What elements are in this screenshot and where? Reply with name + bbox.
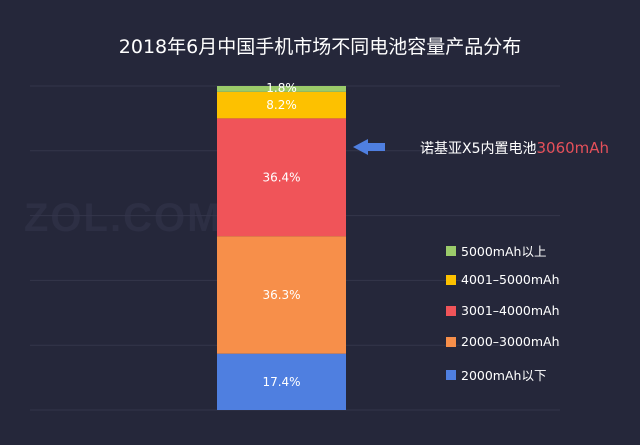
legend-item: 2000mAh以下: [446, 365, 546, 384]
legend-item: 4001–5000mAh: [446, 272, 560, 287]
legend-item: 5000mAh以上: [446, 241, 546, 260]
legend-label: 3001–4000mAh: [461, 303, 560, 318]
legend-swatch: [446, 274, 456, 285]
legend-swatch: [446, 245, 456, 256]
legend-item: 3001–4000mAh: [446, 303, 560, 318]
data-label: 36.3%: [262, 288, 300, 302]
legend-label: 4001–5000mAh: [461, 272, 560, 287]
data-label: 1.8%: [266, 81, 297, 95]
bar-segment: [217, 91, 346, 119]
data-label: 17.4%: [262, 375, 300, 389]
legend-label: 2000mAh以下: [461, 368, 547, 383]
legend-swatch: [446, 369, 456, 380]
data-label: 8.2%: [266, 98, 297, 112]
legend-label: 5000mAh以上: [461, 244, 547, 259]
annotation: 诺基亚X5内置电池3060mAh: [420, 138, 609, 158]
legend-label: 2000–3000mAh: [461, 334, 560, 349]
annotation-highlight: 3060mAh: [536, 139, 610, 157]
legend-swatch: [446, 305, 456, 316]
arrow-icon: [353, 139, 385, 155]
legend-item: 2000–3000mAh: [446, 334, 560, 349]
bar-segment: [217, 236, 346, 354]
annotation-text: 诺基亚X5内置电池: [420, 141, 537, 157]
bar-segment: [217, 86, 346, 92]
bar-segment: [217, 353, 346, 410]
bar-segment: [217, 118, 346, 237]
chart-title: 2018年6月中国手机市场不同电池容量产品分布: [118, 36, 522, 58]
legend-swatch: [446, 336, 456, 347]
data-label: 36.4%: [262, 170, 300, 184]
